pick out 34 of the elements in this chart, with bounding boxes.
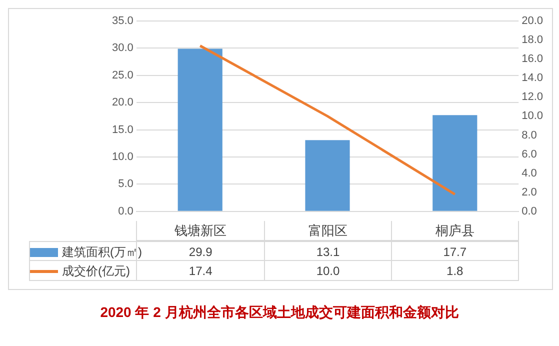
y2-tick-label: 2.0 xyxy=(522,186,537,198)
y2-tick-label: 8.0 xyxy=(522,129,537,142)
legend-label: 成交价(亿元) xyxy=(29,261,136,281)
y-tick-label: 15.0 xyxy=(112,124,134,136)
data-label: 10.0 xyxy=(264,261,392,281)
y-tick-label: 30.0 xyxy=(112,42,134,54)
y2-tick-label: 4.0 xyxy=(522,167,537,180)
data-label: 1.8 xyxy=(391,261,519,281)
bar xyxy=(432,115,478,211)
text: 2020 年 2 月杭州全市各区域土地成交可建面积和金额对比 xyxy=(99,304,460,322)
x-tick-label: 钱塘新区 xyxy=(136,221,264,241)
y2-tick-label: 14.0 xyxy=(522,72,544,84)
y-tick-label: 10.0 xyxy=(112,151,134,164)
y-tick-label: 0.0 xyxy=(118,205,134,218)
y2-tick-label: 12.0 xyxy=(522,91,544,104)
y-tick-label: 20.0 xyxy=(112,96,134,109)
y2-tick-label: 6.0 xyxy=(522,148,537,160)
x-tick-label: 富阳区 xyxy=(264,221,392,241)
y2-tick-label: 20.0 xyxy=(522,15,544,28)
data-label: 29.9 xyxy=(188,245,212,259)
data-label: 17.7 xyxy=(391,241,519,261)
y-tick-label: 35.0 xyxy=(112,15,134,28)
bar xyxy=(305,140,350,211)
x-tick-label: 桐庐县 xyxy=(391,221,519,241)
bar xyxy=(178,48,222,211)
y2-tick-label: 10.0 xyxy=(522,110,544,122)
y2-tick-label: 16.0 xyxy=(522,53,544,66)
data-label: 17.4 xyxy=(136,261,264,281)
y2-tick-label: 18.0 xyxy=(522,34,544,46)
data-label: 13.1 xyxy=(264,241,392,261)
legend-label: 建筑面积(万㎡) xyxy=(61,244,142,261)
y2-tick-label: 0.0 xyxy=(522,205,537,218)
y-tick-label: 5.0 xyxy=(118,178,134,190)
y-tick-label: 25.0 xyxy=(112,69,134,82)
